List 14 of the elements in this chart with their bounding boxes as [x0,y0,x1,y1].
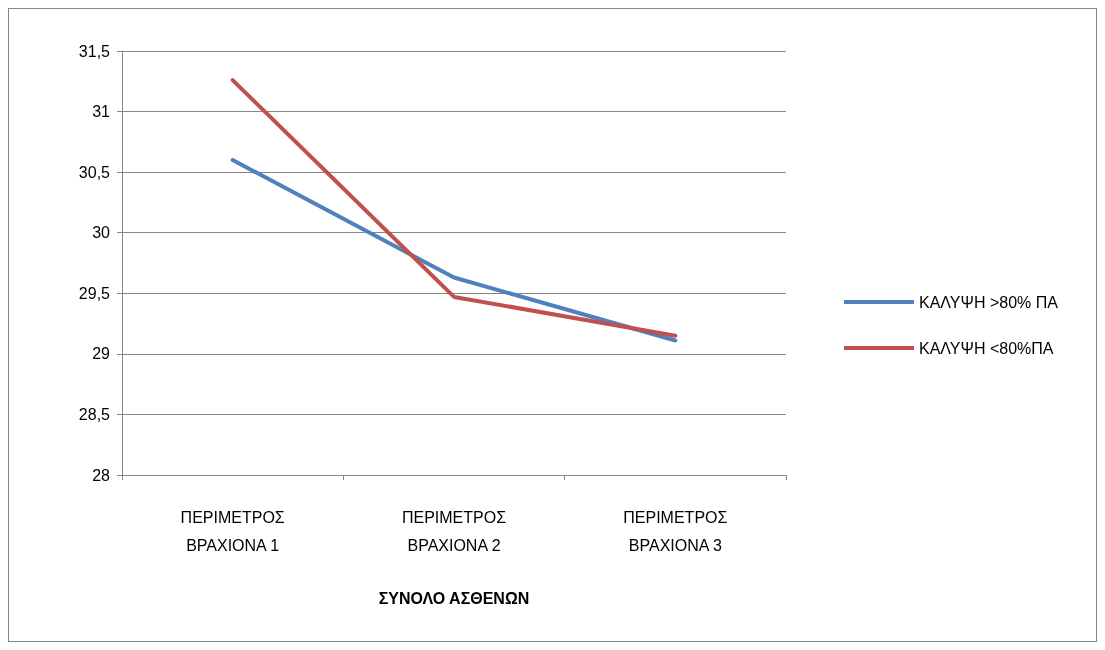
y-tick-label: 30 [92,224,111,242]
y-tick-label: 29 [92,345,111,363]
y-tick-label: 31 [92,103,111,121]
legend-label: ΚΑΛΥΨΗ >80% ΠΑ [919,293,1059,311]
y-tick-label: 29,5 [78,284,111,302]
x-axis-title: ΣΥΝΟΛΟ ΑΣΘΕΝΩΝ [378,589,530,607]
x-tick-label: ΠΕΡΙΜΕΤΡΟΣ ΒΡΑΧΙΟΝΑ 3 [623,508,728,554]
x-tick-label: ΠΕΡΙΜΕΤΡΟΣ ΒΡΑΧΙΟΝΑ 1 [180,508,285,554]
legend-label: ΚΑΛΥΨΗ <80%ΠΑ [919,339,1054,357]
y-tick-label: 28 [92,466,111,484]
y-tick-label: 31,5 [78,42,111,60]
y-tick-label: 28,5 [78,405,111,423]
y-tick-label: 30,5 [78,163,111,181]
x-tick-label: ΠΕΡΙΜΕΤΡΟΣ ΒΡΑΧΙΟΝΑ 2 [401,508,507,554]
